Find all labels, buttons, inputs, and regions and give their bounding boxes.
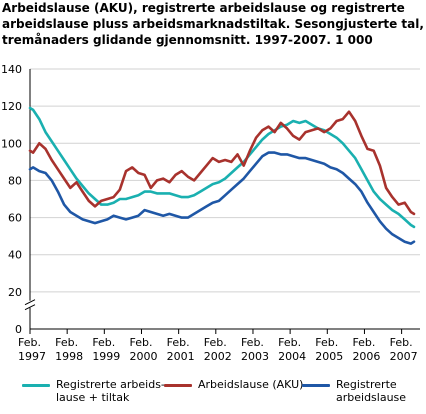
title-line-2: arbeidslause pluss arbeidsmarknadstiltak… (2, 17, 424, 31)
y-tick-label: 140 (1, 63, 22, 76)
chart-title: Arbeidslause (AKU), registrerte arbeidsl… (2, 0, 424, 48)
series-line-1 (28, 110, 416, 216)
y-tick-label: 60 (8, 212, 22, 225)
x-tick-label-year: 2004 (278, 350, 306, 363)
legend-item-registrerte-pluss-tiltak: Registrerte arbeids- lause + tiltak (22, 378, 165, 404)
gridlines (30, 68, 420, 293)
x-tick-label-month: Feb. (55, 336, 78, 349)
y-tick-label: 120 (1, 100, 22, 113)
x-tick-label-month: Feb. (390, 336, 413, 349)
x-tick-label-month: Feb. (92, 336, 115, 349)
x-tick-label-month: Feb. (204, 336, 227, 349)
series-lines (28, 106, 416, 245)
x-tick-label-month: Feb. (18, 336, 41, 349)
legend-swatch (164, 384, 192, 387)
axis-break-gap (25, 300, 35, 308)
x-tick-label-month: Feb. (241, 336, 264, 349)
x-tick-label-year: 1998 (55, 350, 83, 363)
y-tick-label: 40 (8, 249, 22, 262)
x-tick-label-year: 2001 (167, 350, 195, 363)
x-tick-label-year: 2003 (241, 350, 269, 363)
y-tick-label: 80 (8, 174, 22, 187)
x-tick-label-year: 2000 (129, 350, 157, 363)
x-tick-label-year: 1999 (92, 350, 120, 363)
series-line-2 (28, 151, 416, 245)
legend-item-aku: Arbeidslause (AKU) (164, 378, 303, 391)
y-tick-label: 100 (1, 137, 22, 150)
series-line-0 (28, 106, 416, 229)
y-tick-label: 0 (15, 323, 22, 336)
y-tick-label: 20 (8, 286, 22, 299)
legend-swatch (22, 384, 50, 387)
x-tick-label-year: 1997 (18, 350, 46, 363)
legend-label: Arbeidslause (AKU) (198, 378, 304, 391)
x-tick-label-month: Feb. (278, 336, 301, 349)
title-line-3: tremånaders glidande gjennomsnitt. 1997-… (2, 33, 373, 47)
axis-break-mark (24, 299, 36, 311)
x-tick-label-month: Feb. (167, 336, 190, 349)
axes (24, 69, 420, 334)
x-tick-label-year: 2002 (204, 350, 232, 363)
x-tick-label-month: Feb. (129, 336, 152, 349)
legend-item-registrerte: Registrerte arbeidslause (302, 378, 406, 404)
legend-swatch (302, 384, 330, 387)
x-tick-labels: Feb.1997Feb.1998Feb.1999Feb.2000Feb.2001… (18, 336, 418, 363)
x-tick-label-year: 2007 (390, 350, 418, 363)
y-tick-labels: 0 20 40 60 80 100 120 140 (1, 63, 22, 336)
x-tick-label-year: 2005 (315, 350, 343, 363)
legend-label: Registrerte arbeidslause (336, 378, 407, 404)
title-line-1: Arbeidslause (AKU), registrerte arbeidsl… (2, 1, 405, 15)
legend: Registrerte arbeids- lause + tiltak Arbe… (0, 376, 426, 414)
x-tick-label-month: Feb. (352, 336, 375, 349)
legend-label: Registrerte arbeids- lause + tiltak (56, 378, 165, 404)
x-tick-label-year: 2006 (352, 350, 380, 363)
x-tick-label-month: Feb. (315, 336, 338, 349)
